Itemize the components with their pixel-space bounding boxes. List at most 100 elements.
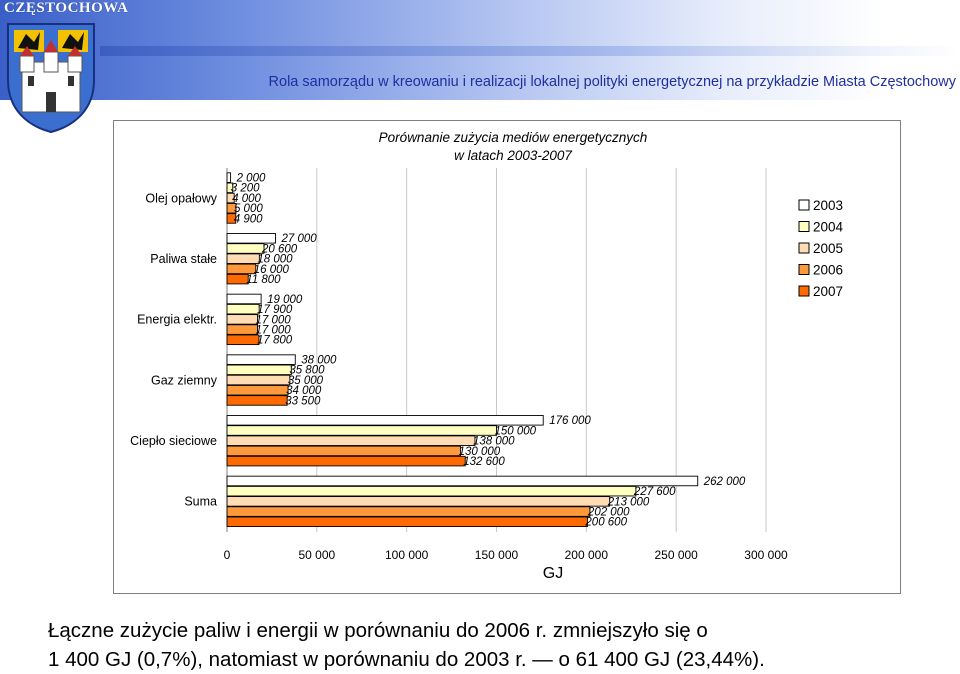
caption-line-1: Łączne zużycie paliw i energii w porówna… bbox=[48, 619, 708, 642]
bar-value-label: 27 000 bbox=[281, 233, 318, 245]
bar-value-label: 202 000 bbox=[587, 506, 630, 518]
bar-2006 bbox=[226, 202, 237, 214]
gridlines bbox=[226, 168, 767, 532]
chart-title-line1: Porównanie zużycia mediów energetycznych bbox=[379, 130, 648, 145]
bar-value-label: 34 000 bbox=[286, 385, 322, 397]
legend-label: 2003 bbox=[813, 198, 843, 213]
bar-2003 bbox=[226, 415, 544, 426]
legend-swatch-2007 bbox=[798, 285, 810, 297]
bar-2007 bbox=[226, 516, 588, 528]
bar-2006 bbox=[226, 384, 289, 396]
bar-2004 bbox=[226, 303, 260, 315]
bar-2004 bbox=[226, 485, 637, 497]
category-label: Ciepło sieciowe bbox=[130, 434, 217, 448]
caption-line-2: 1 400 GJ (0,7%), natomiast w porównaniu … bbox=[48, 648, 765, 671]
x-tick-label: 0 bbox=[224, 548, 231, 562]
bar-2003 bbox=[226, 172, 232, 183]
city-crest-logo bbox=[7, 23, 95, 134]
bar-value-label: 33 500 bbox=[285, 395, 321, 407]
bar-value-label: 4 900 bbox=[234, 213, 263, 225]
bar-value-label: 227 600 bbox=[633, 486, 676, 498]
category-label: Paliwa stałe bbox=[150, 252, 217, 266]
bar-2007 bbox=[226, 213, 237, 224]
bar-2004 bbox=[226, 243, 265, 254]
bar-2005 bbox=[226, 192, 235, 204]
x-tick-labels-group: 0 50 000 100 000 150 000 200 000 250 000 300 0… bbox=[224, 548, 788, 562]
bar-value-label: 17 800 bbox=[257, 335, 293, 347]
bar-value-label: 3 200 bbox=[231, 183, 260, 195]
bar-value-label: 35 800 bbox=[289, 365, 325, 377]
bar-2004 bbox=[226, 182, 234, 194]
bar-2006 bbox=[226, 445, 462, 457]
bar-value-label: 16 000 bbox=[254, 264, 290, 276]
x-tick-label: 100 000 bbox=[385, 548, 429, 562]
bar-2007 bbox=[226, 273, 249, 285]
legend: 2003 2004 2005 2006 2007 bbox=[798, 198, 844, 299]
bar-value-label: 19 000 bbox=[267, 294, 303, 306]
x-tick-label: 300 000 bbox=[744, 548, 788, 562]
legend-swatch-2006 bbox=[798, 264, 810, 275]
bar-value-label: 176 000 bbox=[549, 415, 591, 427]
legend-label: 2005 bbox=[813, 241, 843, 256]
x-tick-label: 250 000 bbox=[654, 548, 698, 562]
summary-caption: Łączne zużycie paliw i energii w porówna… bbox=[48, 616, 948, 674]
bar-2003 bbox=[226, 475, 699, 487]
logo-text: CZĘSTOCHOWA bbox=[4, 0, 129, 16]
presentation-subtitle: Rola samorządu w kreowaniu i realizacji … bbox=[268, 74, 956, 90]
bar-2006 bbox=[226, 263, 257, 275]
bar-2003 bbox=[226, 354, 296, 365]
bar-value-label: 4 000 bbox=[232, 193, 261, 205]
category-label: Olej opałowy bbox=[145, 191, 217, 205]
bar-2005 bbox=[226, 314, 258, 325]
bar-2007 bbox=[226, 395, 288, 406]
legend-swatch-2004 bbox=[798, 221, 810, 232]
header-band bbox=[0, 0, 960, 100]
category-label: Energia elektr. bbox=[137, 313, 217, 327]
bar-value-label: 138 000 bbox=[473, 436, 515, 448]
bar-value-label: 213 000 bbox=[607, 496, 650, 508]
bar-value-label: 17 900 bbox=[257, 304, 293, 316]
x-tick-label: 150 000 bbox=[475, 548, 519, 562]
legend-label: 2007 bbox=[813, 284, 843, 299]
bar-2006 bbox=[226, 506, 591, 517]
bar-value-label: 5 000 bbox=[234, 203, 263, 215]
header-stripe bbox=[100, 46, 960, 56]
bar-2005 bbox=[226, 374, 291, 386]
bar-value-label: 200 600 bbox=[584, 517, 627, 529]
legend-label: 2004 bbox=[813, 220, 844, 235]
bar-value-label: 2 000 bbox=[236, 173, 266, 185]
bar-2003 bbox=[226, 233, 276, 244]
bar-value-label: 38 000 bbox=[301, 355, 337, 367]
category-label: Gaz ziemny bbox=[151, 373, 218, 387]
bar-2004 bbox=[226, 425, 497, 436]
bar-2005 bbox=[226, 496, 611, 507]
bar-value-label: 20 600 bbox=[261, 243, 298, 255]
bar-value-label: 35 000 bbox=[288, 375, 324, 387]
category-labels-group: Olej opałowy Paliwa stałe Energia elektr. G… bbox=[130, 191, 218, 508]
legend-label: 2006 bbox=[813, 263, 843, 278]
bar-value-label: 132 600 bbox=[463, 456, 505, 468]
bar-value-label: 17 000 bbox=[256, 324, 292, 336]
x-tick-label: 50 000 bbox=[298, 548, 335, 562]
x-tick-label: 200 000 bbox=[565, 548, 609, 562]
chart-title-line2: w latach 2003-2007 bbox=[454, 148, 572, 163]
bar-value-label: 17 000 bbox=[256, 314, 292, 326]
bar-2003 bbox=[226, 293, 262, 305]
bar-2006 bbox=[226, 324, 258, 335]
bar-2004 bbox=[226, 364, 292, 376]
legend-swatch-2003 bbox=[798, 199, 810, 211]
legend-swatch-2005 bbox=[798, 242, 810, 254]
bar-value-label: 11 800 bbox=[246, 274, 281, 286]
bars-group bbox=[226, 172, 699, 528]
bar-2007 bbox=[226, 455, 466, 467]
bar-value-label: 18 000 bbox=[257, 254, 293, 266]
bar-value-label: 130 000 bbox=[459, 446, 501, 458]
bar-2005 bbox=[226, 435, 476, 446]
category-label: Suma bbox=[184, 495, 217, 509]
bar-value-label: 262 000 bbox=[703, 476, 746, 488]
bar-2005 bbox=[226, 253, 260, 264]
bar-value-label: 150 000 bbox=[495, 425, 537, 437]
x-axis-label: GJ bbox=[543, 565, 563, 582]
